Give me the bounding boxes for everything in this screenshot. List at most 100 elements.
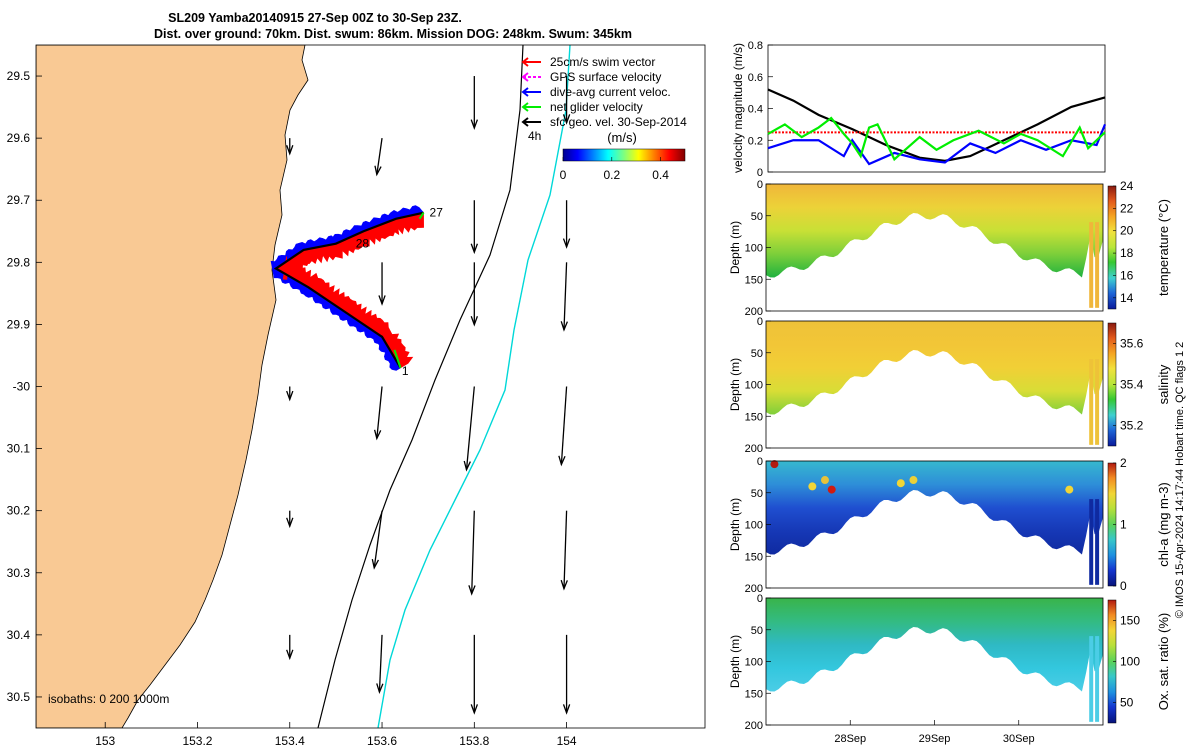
colorbar-tick-label: 14 bbox=[1120, 291, 1134, 305]
depth-tick-label: 150 bbox=[745, 688, 763, 700]
depth-tick-label: 50 bbox=[751, 488, 763, 500]
depth-tick-label: 0 bbox=[757, 179, 763, 191]
velocity-y-tick-label: 0.6 bbox=[748, 72, 763, 84]
net-velocity-mark bbox=[393, 349, 402, 369]
colorbar-tick-label: 35.2 bbox=[1120, 419, 1144, 433]
velocity-panel: 0 0.2 0.4 0.6 0.8 velocity magnitude (m/s) bbox=[731, 40, 1107, 179]
depth-tick-label: 200 bbox=[745, 583, 763, 595]
depth-tick-label: 0 bbox=[757, 456, 763, 468]
depth-axis-label: Depth (m) bbox=[728, 635, 742, 688]
scale-label: 4h bbox=[528, 129, 541, 143]
colorbar-tick-label: 18 bbox=[1120, 246, 1134, 260]
chl-hotspot bbox=[808, 482, 817, 491]
colorbar-tick-label: 22 bbox=[1120, 201, 1134, 215]
depth-axis-label: Depth (m) bbox=[728, 498, 742, 551]
geo-velocity-arrow bbox=[286, 138, 294, 156]
section-deep-profile bbox=[1089, 359, 1094, 445]
colorbar-tick-label: 50 bbox=[1120, 696, 1134, 710]
depth-tick-label: 150 bbox=[745, 274, 763, 286]
velocity-y-tick-label: 0.2 bbox=[748, 135, 763, 147]
time-tick-label: 29Sep bbox=[919, 733, 951, 745]
map-y-tick-label: 29.7 bbox=[7, 193, 31, 207]
geo-velocity-arrow bbox=[558, 386, 568, 467]
depth-tick-label: 200 bbox=[745, 443, 763, 455]
chl-hotspot bbox=[827, 485, 836, 494]
legend-entry: GPS surface velocity bbox=[521, 70, 661, 84]
map-y-tick-label: 30.1 bbox=[7, 442, 31, 456]
geo-velocity-arrow bbox=[378, 262, 386, 306]
current-velocity-band bbox=[270, 205, 425, 371]
section-data-fill bbox=[766, 598, 1103, 692]
isobath-1000m bbox=[377, 45, 571, 728]
chl-hotspot bbox=[1065, 485, 1074, 494]
speed-colorbar-ticks: 0 0.2 0.4 bbox=[560, 157, 669, 182]
colorbar-tick-label: 1 bbox=[1120, 518, 1127, 532]
depth-tick-label: 150 bbox=[745, 551, 763, 563]
section-colorbar bbox=[1107, 185, 1117, 310]
depth-tick-label: 50 bbox=[751, 625, 763, 637]
geo-velocity-arrow bbox=[560, 262, 568, 332]
geo-velocity-arrow bbox=[374, 138, 383, 177]
velocity-y-tick-label: 0 bbox=[757, 167, 763, 179]
speed-colorbar-tick-label: 0.2 bbox=[603, 168, 620, 182]
depth-tick-label: 100 bbox=[745, 657, 763, 669]
velocity-series-line bbox=[767, 116, 1106, 162]
velocity-series-line bbox=[767, 88, 1106, 163]
depth-tick-label: 50 bbox=[751, 211, 763, 223]
depth-tick-label: 0 bbox=[757, 593, 763, 605]
map-y-tick-label: 30.5 bbox=[7, 690, 31, 704]
section-deep-profile bbox=[1089, 222, 1094, 308]
legend-entry: net glider velocity bbox=[521, 100, 643, 114]
track-day-labels: 27 28 1 bbox=[356, 206, 443, 378]
depth-tick-label: 100 bbox=[745, 243, 763, 255]
colorbar-tick-label: 0 bbox=[1120, 579, 1127, 593]
map-x-tick-label: 153.4 bbox=[275, 734, 305, 748]
colorbar-tick-label: 100 bbox=[1120, 655, 1140, 669]
colorbar-label: temperature (°C) bbox=[1156, 199, 1171, 296]
velocity-y-ticks: 0 0.2 0.4 0.6 0.8 bbox=[748, 40, 773, 179]
geo-velocity-arrow bbox=[560, 510, 568, 591]
map-y-tick-label: 29.5 bbox=[7, 69, 31, 83]
map-y-tick-label: 29.9 bbox=[7, 317, 31, 331]
track-day-label: 27 bbox=[430, 206, 444, 220]
colorbar-label: chl-a (mg m-3) bbox=[1156, 482, 1171, 567]
speed-colorbar-tick-label: 0.4 bbox=[652, 168, 669, 182]
depth-axis-label: Depth (m) bbox=[728, 358, 742, 411]
copyright-note: © IMOS 15-Apr-2024 14:17:44 Hobart time.… bbox=[1174, 342, 1186, 619]
geo-velocity-arrow bbox=[286, 510, 294, 529]
section-deep-profile bbox=[1095, 222, 1100, 308]
geo-velocity-arrow bbox=[562, 200, 571, 249]
section-panel: 0 50 100 150 200 Depth (m) 0 1 2 chl-a (mg m-3) bbox=[728, 456, 1171, 595]
colorbar-tick-label: 24 bbox=[1120, 179, 1134, 193]
map-y-tick-label: 30.2 bbox=[7, 504, 31, 518]
colorbar-label: Ox. sat. ratio (%) bbox=[1156, 613, 1171, 711]
time-tick-label: 28Sep bbox=[834, 733, 866, 745]
colorbar-tick-label: 35.6 bbox=[1120, 337, 1144, 351]
geo-velocity-arrow bbox=[468, 510, 476, 596]
section-deep-profile bbox=[1095, 359, 1100, 445]
geo-velocity-arrow bbox=[562, 634, 571, 715]
land-coastline bbox=[36, 45, 309, 728]
depth-tick-label: 200 bbox=[745, 306, 763, 318]
map-x-tick-label: 153.2 bbox=[182, 734, 212, 748]
geo-velocity-arrow bbox=[373, 386, 383, 441]
section-panel: 0 50 100 150 200 Depth (m) 35.2 35.4 35.6 salinit… bbox=[728, 316, 1171, 455]
colorbar-tick-label: 20 bbox=[1120, 224, 1134, 238]
geo-velocity-arrow bbox=[470, 634, 479, 715]
track-line bbox=[273, 211, 424, 369]
legend-label: sfc geo. vel. 30-Sep-2014 bbox=[550, 115, 687, 129]
geo-velocity-vectors bbox=[286, 76, 571, 715]
section-deep-profile bbox=[1089, 499, 1094, 585]
map-y-tick-label: 29.6 bbox=[7, 131, 31, 145]
colorbar-tick-label: 150 bbox=[1120, 614, 1140, 628]
isobath-200m bbox=[317, 45, 524, 728]
colorbar-tick-label: 35.4 bbox=[1120, 378, 1144, 392]
section-panel: 0 50 100 150 200 Depth (m) 14 16 18 20 22 24 tempera… bbox=[728, 179, 1171, 318]
colorbar-label: salinity bbox=[1156, 364, 1171, 404]
chl-hotspot bbox=[820, 476, 829, 485]
map-title-line1: SL209 Yamba20140915 27-Sep 00Z to 30-Sep… bbox=[168, 11, 462, 25]
section-data-fill bbox=[766, 184, 1103, 278]
legend-label: GPS surface velocity bbox=[550, 70, 661, 84]
